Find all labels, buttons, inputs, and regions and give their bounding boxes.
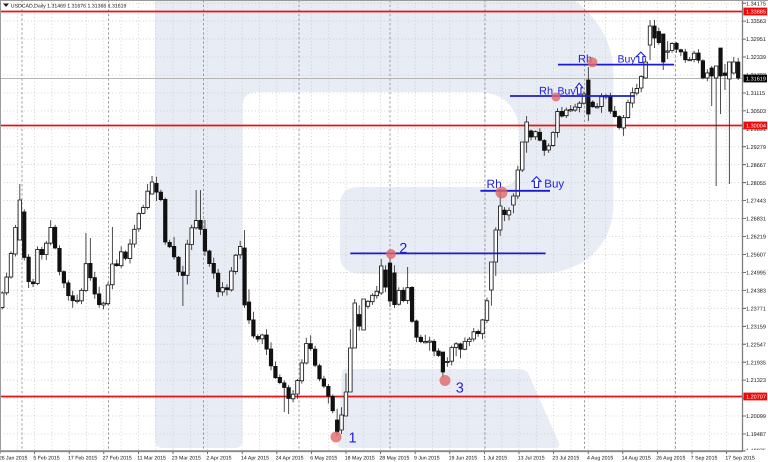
svg-text:1.32951: 1.32951	[746, 37, 766, 43]
svg-text:7 Sep 2015: 7 Sep 2015	[691, 455, 718, 461]
svg-text:26 Aug 2015: 26 Aug 2015	[656, 455, 685, 461]
svg-text:1.24383: 1.24383	[746, 289, 766, 295]
svg-text:1: 1	[349, 431, 357, 447]
svg-text:1.26219: 1.26219	[746, 235, 766, 241]
svg-text:1.25607: 1.25607	[746, 253, 766, 259]
svg-text:Rh: Rh	[539, 85, 553, 97]
svg-text:3: 3	[456, 381, 464, 397]
svg-text:2: 2	[399, 241, 407, 257]
svg-text:1.20707: 1.20707	[746, 395, 766, 401]
svg-text:24 Apr 2015: 24 Apr 2015	[276, 455, 304, 461]
svg-text:9 Jun 2015: 9 Jun 2015	[414, 455, 440, 461]
svg-text:1.24995: 1.24995	[746, 271, 766, 277]
svg-text:14 Apr 2015: 14 Apr 2015	[241, 455, 269, 461]
svg-text:1.31115: 1.31115	[746, 91, 765, 97]
svg-text:18 May 2015: 18 May 2015	[345, 455, 375, 461]
svg-text:1.20099: 1.20099	[746, 414, 766, 420]
svg-text:11 Mar 2015: 11 Mar 2015	[137, 455, 166, 461]
svg-text:1.33563: 1.33563	[746, 19, 766, 25]
svg-text:4 Aug 2015: 4 Aug 2015	[587, 455, 613, 461]
svg-text:23 Jul 2015: 23 Jul 2015	[552, 455, 579, 461]
svg-text:Buy: Buy	[544, 179, 564, 191]
svg-text:27 Feb 2015: 27 Feb 2015	[103, 455, 132, 461]
svg-text:6 May 2015: 6 May 2015	[310, 455, 337, 461]
svg-text:1.23159: 1.23159	[746, 324, 766, 330]
svg-text:USDCAD,Daily 1.31469 1.31676: USDCAD,Daily 1.31469 1.31676 1.31366 1.3…	[11, 3, 127, 9]
svg-text:1.29279: 1.29279	[746, 145, 766, 151]
svg-text:1.19487: 1.19487	[746, 432, 766, 438]
svg-text:1.27443: 1.27443	[746, 199, 766, 205]
svg-text:1.34175: 1.34175	[746, 1, 766, 7]
svg-text:1.28055: 1.28055	[746, 181, 766, 187]
svg-text:1.22547: 1.22547	[746, 342, 766, 348]
svg-text:28 May 2015: 28 May 2015	[379, 455, 409, 461]
svg-text:1.21935: 1.21935	[746, 360, 766, 366]
svg-text:17 Feb 2015: 17 Feb 2015	[68, 455, 97, 461]
svg-text:1 Jul 2015: 1 Jul 2015	[483, 455, 507, 461]
svg-text:26 Jan 2015: 26 Jan 2015	[0, 455, 27, 461]
svg-text:1.28667: 1.28667	[746, 163, 766, 169]
svg-text:2 Apr 2015: 2 Apr 2015	[206, 455, 231, 461]
svg-text:1.30004: 1.30004	[746, 124, 766, 130]
svg-text:23 Mar 2015: 23 Mar 2015	[172, 455, 201, 461]
svg-text:1.23771: 1.23771	[746, 306, 766, 312]
svg-text:5 Feb 2015: 5 Feb 2015	[33, 455, 59, 461]
svg-text:14 Aug 2015: 14 Aug 2015	[622, 455, 651, 461]
svg-text:Rh: Rh	[487, 177, 502, 191]
svg-text:1.32339: 1.32339	[746, 55, 766, 61]
svg-text:Buy: Buy	[618, 53, 637, 65]
svg-text:Buy: Buy	[558, 85, 577, 97]
svg-text:1.31619: 1.31619	[746, 77, 766, 83]
svg-text:17 Sep 2015: 17 Sep 2015	[725, 455, 755, 461]
svg-text:19 Jun 2015: 19 Jun 2015	[449, 455, 478, 461]
svg-text:13 Jul 2015: 13 Jul 2015	[518, 455, 545, 461]
svg-text:1.26831: 1.26831	[746, 217, 766, 223]
svg-text:1.29891: 1.29891	[746, 127, 766, 133]
svg-text:1.33885: 1.33885	[746, 10, 766, 16]
svg-text:1.30503: 1.30503	[746, 109, 766, 115]
svg-text:1.21323: 1.21323	[746, 378, 766, 384]
